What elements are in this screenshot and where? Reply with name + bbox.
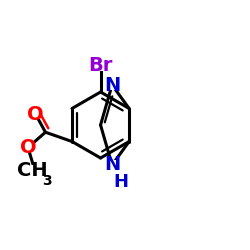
Text: H: H — [113, 173, 128, 191]
FancyBboxPatch shape — [106, 160, 118, 170]
Text: N: N — [104, 76, 120, 94]
Text: O: O — [20, 138, 36, 157]
FancyBboxPatch shape — [90, 60, 111, 71]
Text: N: N — [104, 156, 120, 174]
Text: CH: CH — [17, 162, 48, 180]
Text: O: O — [27, 104, 44, 124]
FancyBboxPatch shape — [24, 165, 46, 177]
FancyBboxPatch shape — [106, 80, 118, 90]
FancyBboxPatch shape — [30, 109, 41, 119]
Text: 3: 3 — [42, 174, 52, 188]
Text: Br: Br — [88, 56, 113, 74]
FancyBboxPatch shape — [22, 142, 33, 152]
